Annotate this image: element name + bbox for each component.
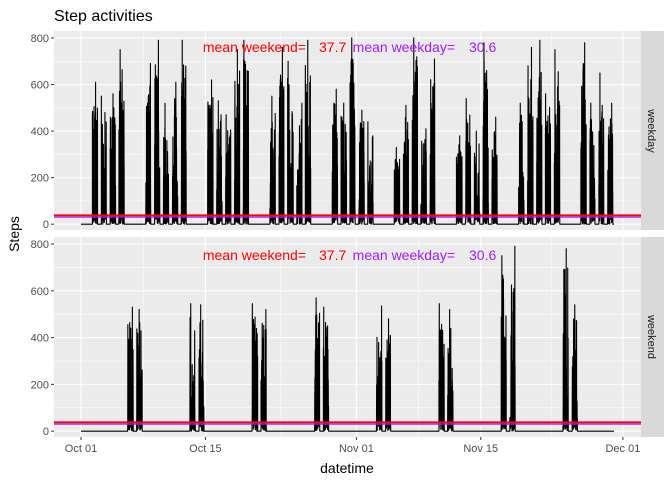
mean-weekend-label-bottom: mean weekend= [203, 247, 306, 263]
panel-weekday-y-ticks: 0 200 400 600 800 [31, 33, 54, 231]
y-tick-label: 0 [43, 426, 49, 438]
panel-weekday-grid [54, 31, 641, 230]
x-axis-title: datetime [320, 460, 374, 476]
y-tick-label: 600 [31, 80, 49, 92]
mean-weekday-value-top: 30.6 [469, 39, 496, 55]
panel-weekday-background [54, 31, 641, 230]
mean-weekday-label-bottom: mean weekday= [353, 247, 455, 263]
panel-weekday-mean-lines [54, 214, 641, 219]
y-tick-label: 200 [31, 379, 49, 391]
y-axis-title: Steps [6, 216, 22, 252]
mean-weekend-value-top: 37.7 [319, 39, 346, 55]
panel-weekend: 0 200 400 600 800 mean weekend= 37.7 mean we… [31, 237, 664, 438]
y-tick-label: 800 [31, 33, 49, 45]
strip-weekend [641, 237, 664, 437]
y-tick-label: 200 [31, 173, 49, 185]
y-tick-label: 600 [31, 286, 49, 298]
panel-weekend-y-ticks: 0 200 400 600 800 [31, 239, 54, 438]
mean-weekday-label-top: mean weekday= [353, 39, 455, 55]
x-tick-label: Nov 15 [463, 443, 498, 455]
y-tick-label: 800 [31, 239, 49, 251]
mean-weekend-label-top: mean weekend= [203, 39, 306, 55]
x-tick-label: Oct 15 [189, 443, 221, 455]
x-tick-label: Oct 01 [65, 443, 97, 455]
panel-weekend-background [54, 237, 641, 437]
weekday-steps-series [81, 37, 614, 225]
chart-title: Step activities [54, 8, 153, 25]
x-tick-label: Nov 01 [339, 443, 374, 455]
strip-weekend-label: weekend [645, 314, 657, 359]
strip-weekday [641, 31, 664, 230]
mean-weekend-value-bottom: 37.7 [319, 247, 346, 263]
panel-weekend-mean-lines [54, 421, 641, 425]
weekend-steps-series [81, 245, 614, 432]
weekend-steps-line [81, 245, 614, 432]
strip-weekday-label: weekday [645, 108, 657, 153]
y-tick-label: 400 [31, 126, 49, 138]
mean-weekday-value-bottom: 30.6 [469, 247, 496, 263]
y-tick-label: 0 [43, 219, 49, 231]
panel-weekday: 0 200 400 600 800 mean weekend= 37.7 mean we… [31, 31, 664, 231]
y-tick-label: 400 [31, 333, 49, 345]
x-axis-ticks: Oct 01 Oct 15 Nov 01 Nov 15 Dec 01 [65, 437, 640, 455]
x-tick-label: Dec 01 [605, 443, 640, 455]
weekday-steps-line [81, 37, 614, 225]
